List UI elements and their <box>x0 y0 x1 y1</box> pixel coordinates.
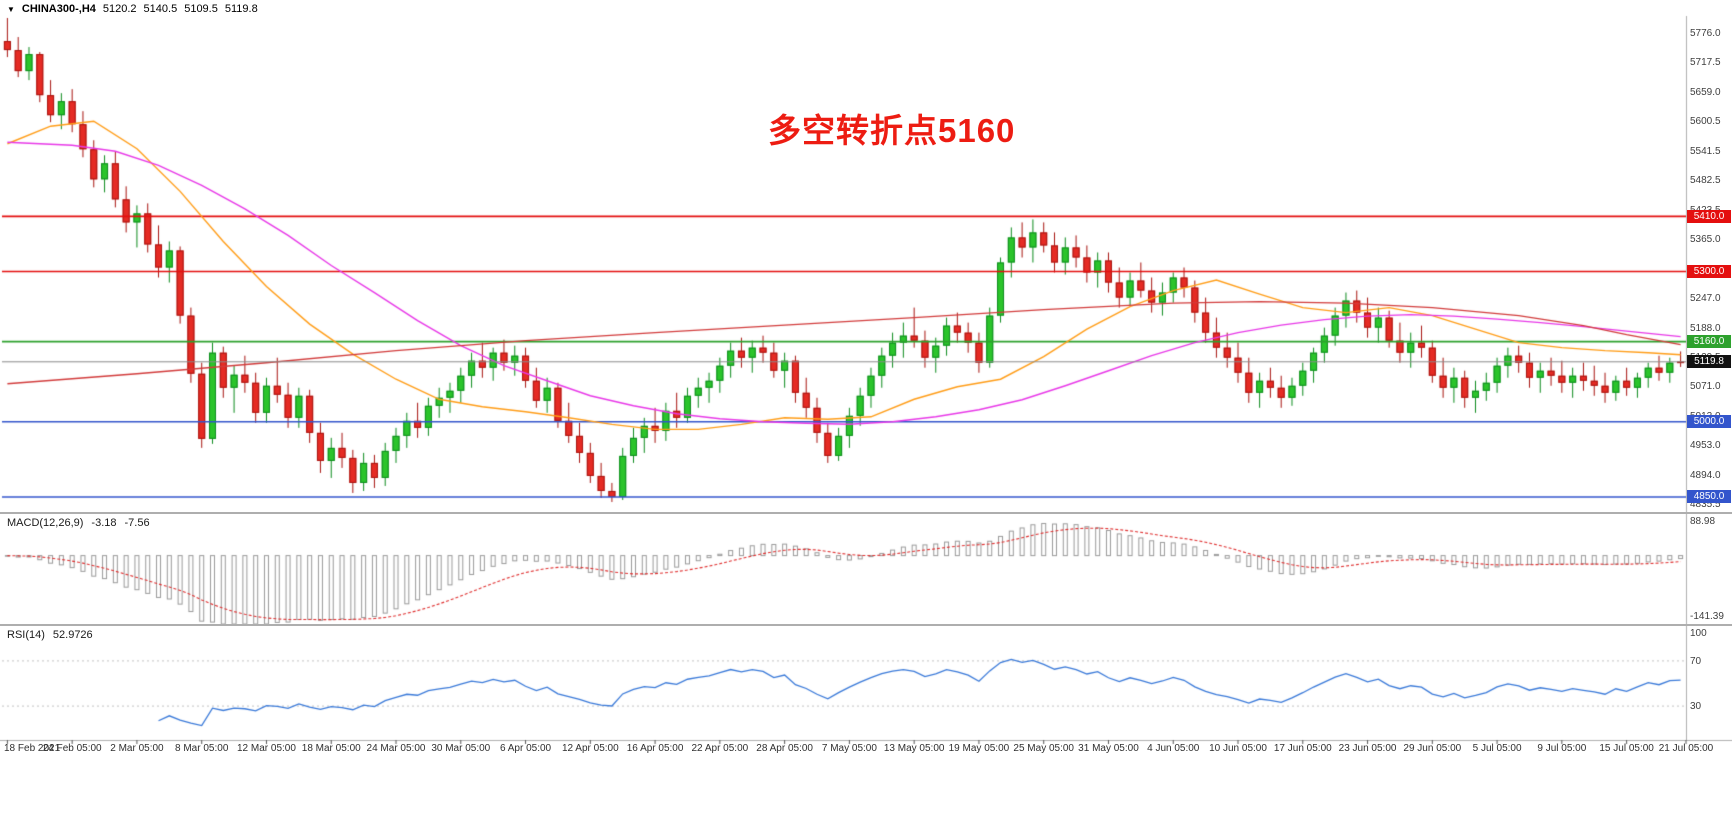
macd-indicator-label: MACD(12,26,9) -3.18 -7.56 <box>5 517 152 529</box>
rsi-indicator-label: RSI(14) 52.9726 <box>5 629 95 641</box>
macd-signal-value: -7.56 <box>124 517 150 529</box>
ohlc-high: 5140.5 <box>143 3 178 15</box>
rsi-value: 52.9726 <box>52 629 93 641</box>
rsi-name: RSI(14) <box>7 629 45 641</box>
symbol-timeframe-label: CHINA300-,H4 <box>21 3 96 15</box>
macd-name: MACD(12,26,9) <box>7 517 84 529</box>
chart-annotation-text: 多空转折点5160 <box>768 112 1016 149</box>
chart-info-bar: ▼ CHINA300-,H4 5120.2 5140.5 5109.5 5119… <box>4 3 261 15</box>
ohlc-close: 5119.8 <box>224 3 258 15</box>
panel-splitter-macd[interactable] <box>0 512 1732 514</box>
ohlc-open: 5120.2 <box>102 3 137 15</box>
ohlc-low: 5109.5 <box>184 3 218 15</box>
panel-splitter-rsi[interactable] <box>0 624 1732 626</box>
symbol-dropdown-icon[interactable]: ▼ <box>7 4 15 14</box>
macd-main-value: -3.18 <box>91 517 117 529</box>
